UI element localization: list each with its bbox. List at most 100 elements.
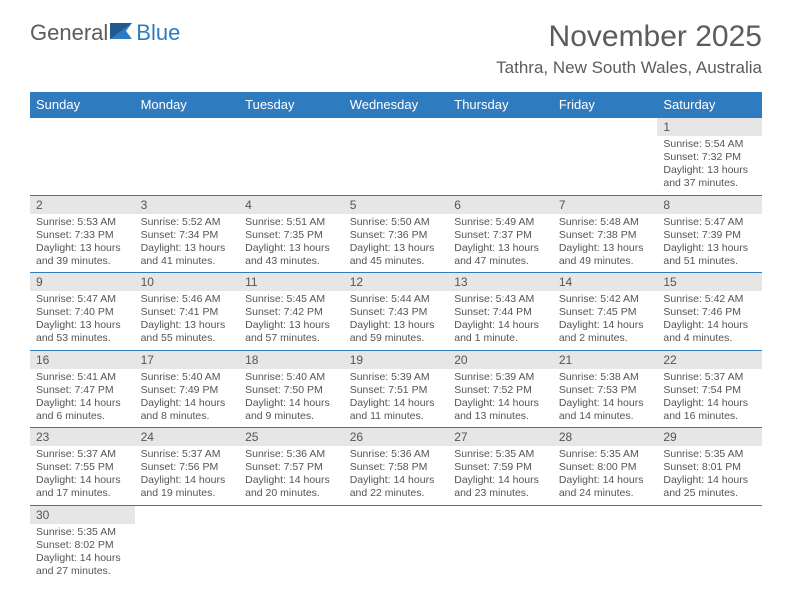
calendar-cell: 15Sunrise: 5:42 AMSunset: 7:46 PMDayligh… [657,273,762,351]
calendar-row: 2Sunrise: 5:53 AMSunset: 7:33 PMDaylight… [30,195,762,273]
calendar-cell: 10Sunrise: 5:46 AMSunset: 7:41 PMDayligh… [135,273,240,351]
day-details: Sunrise: 5:35 AMSunset: 8:01 PMDaylight:… [657,446,762,505]
day-number: 21 [553,351,658,369]
day-details: Sunrise: 5:53 AMSunset: 7:33 PMDaylight:… [30,214,135,273]
day-number: 24 [135,428,240,446]
day-details: Sunrise: 5:45 AMSunset: 7:42 PMDaylight:… [239,291,344,350]
day-header: Sunday [30,92,135,118]
day-details: Sunrise: 5:48 AMSunset: 7:38 PMDaylight:… [553,214,658,273]
calendar-cell [30,118,135,196]
calendar-cell: 7Sunrise: 5:48 AMSunset: 7:38 PMDaylight… [553,195,658,273]
day-number: 15 [657,273,762,291]
day-details: Sunrise: 5:35 AMSunset: 7:59 PMDaylight:… [448,446,553,505]
calendar-row: 30Sunrise: 5:35 AMSunset: 8:02 PMDayligh… [30,505,762,582]
logo-text-general: General [30,20,108,46]
calendar-cell [657,505,762,582]
calendar-cell: 14Sunrise: 5:42 AMSunset: 7:45 PMDayligh… [553,273,658,351]
day-number: 20 [448,351,553,369]
calendar-cell: 5Sunrise: 5:50 AMSunset: 7:36 PMDaylight… [344,195,449,273]
calendar-cell: 27Sunrise: 5:35 AMSunset: 7:59 PMDayligh… [448,428,553,506]
day-details: Sunrise: 5:37 AMSunset: 7:55 PMDaylight:… [30,446,135,505]
day-number: 16 [30,351,135,369]
calendar-cell: 2Sunrise: 5:53 AMSunset: 7:33 PMDaylight… [30,195,135,273]
calendar-cell: 1Sunrise: 5:54 AMSunset: 7:32 PMDaylight… [657,118,762,196]
day-number: 7 [553,196,658,214]
day-details: Sunrise: 5:42 AMSunset: 7:45 PMDaylight:… [553,291,658,350]
calendar-cell: 13Sunrise: 5:43 AMSunset: 7:44 PMDayligh… [448,273,553,351]
calendar-row: 16Sunrise: 5:41 AMSunset: 7:47 PMDayligh… [30,350,762,428]
day-number: 19 [344,351,449,369]
day-number: 4 [239,196,344,214]
day-number: 29 [657,428,762,446]
day-number: 12 [344,273,449,291]
day-number: 8 [657,196,762,214]
month-title: November 2025 [496,20,762,54]
calendar-row: 23Sunrise: 5:37 AMSunset: 7:55 PMDayligh… [30,428,762,506]
calendar-cell [239,118,344,196]
day-header: Monday [135,92,240,118]
day-details: Sunrise: 5:42 AMSunset: 7:46 PMDaylight:… [657,291,762,350]
calendar-cell: 30Sunrise: 5:35 AMSunset: 8:02 PMDayligh… [30,505,135,582]
flag-icon [108,21,134,46]
day-number: 9 [30,273,135,291]
calendar-cell: 6Sunrise: 5:49 AMSunset: 7:37 PMDaylight… [448,195,553,273]
calendar-cell: 9Sunrise: 5:47 AMSunset: 7:40 PMDaylight… [30,273,135,351]
calendar-cell [448,505,553,582]
calendar-table: SundayMondayTuesdayWednesdayThursdayFrid… [30,92,762,582]
calendar-cell: 12Sunrise: 5:44 AMSunset: 7:43 PMDayligh… [344,273,449,351]
day-details: Sunrise: 5:47 AMSunset: 7:39 PMDaylight:… [657,214,762,273]
day-number: 30 [30,506,135,524]
day-number: 22 [657,351,762,369]
day-number: 26 [344,428,449,446]
location: Tathra, New South Wales, Australia [496,58,762,78]
day-details: Sunrise: 5:39 AMSunset: 7:52 PMDaylight:… [448,369,553,428]
day-details: Sunrise: 5:49 AMSunset: 7:37 PMDaylight:… [448,214,553,273]
calendar-cell: 24Sunrise: 5:37 AMSunset: 7:56 PMDayligh… [135,428,240,506]
day-number: 10 [135,273,240,291]
calendar-cell [448,118,553,196]
calendar-cell: 25Sunrise: 5:36 AMSunset: 7:57 PMDayligh… [239,428,344,506]
calendar-cell: 29Sunrise: 5:35 AMSunset: 8:01 PMDayligh… [657,428,762,506]
title-block: November 2025 Tathra, New South Wales, A… [496,20,762,78]
day-details: Sunrise: 5:35 AMSunset: 8:00 PMDaylight:… [553,446,658,505]
day-number: 1 [657,118,762,136]
day-details: Sunrise: 5:35 AMSunset: 8:02 PMDaylight:… [30,524,135,583]
calendar-cell [239,505,344,582]
day-details: Sunrise: 5:47 AMSunset: 7:40 PMDaylight:… [30,291,135,350]
day-number: 17 [135,351,240,369]
day-details: Sunrise: 5:40 AMSunset: 7:49 PMDaylight:… [135,369,240,428]
day-header: Saturday [657,92,762,118]
calendar-cell: 8Sunrise: 5:47 AMSunset: 7:39 PMDaylight… [657,195,762,273]
day-details: Sunrise: 5:41 AMSunset: 7:47 PMDaylight:… [30,369,135,428]
calendar-cell: 22Sunrise: 5:37 AMSunset: 7:54 PMDayligh… [657,350,762,428]
calendar-cell: 19Sunrise: 5:39 AMSunset: 7:51 PMDayligh… [344,350,449,428]
day-details: Sunrise: 5:46 AMSunset: 7:41 PMDaylight:… [135,291,240,350]
day-details: Sunrise: 5:40 AMSunset: 7:50 PMDaylight:… [239,369,344,428]
day-header: Wednesday [344,92,449,118]
calendar-cell: 28Sunrise: 5:35 AMSunset: 8:00 PMDayligh… [553,428,658,506]
day-number: 3 [135,196,240,214]
calendar-cell: 3Sunrise: 5:52 AMSunset: 7:34 PMDaylight… [135,195,240,273]
calendar-cell: 4Sunrise: 5:51 AMSunset: 7:35 PMDaylight… [239,195,344,273]
day-number: 28 [553,428,658,446]
day-details: Sunrise: 5:44 AMSunset: 7:43 PMDaylight:… [344,291,449,350]
day-details: Sunrise: 5:39 AMSunset: 7:51 PMDaylight:… [344,369,449,428]
day-details: Sunrise: 5:52 AMSunset: 7:34 PMDaylight:… [135,214,240,273]
day-details: Sunrise: 5:37 AMSunset: 7:54 PMDaylight:… [657,369,762,428]
calendar-cell [135,118,240,196]
day-number: 5 [344,196,449,214]
calendar-cell [553,505,658,582]
day-number: 23 [30,428,135,446]
day-number: 27 [448,428,553,446]
calendar-cell: 20Sunrise: 5:39 AMSunset: 7:52 PMDayligh… [448,350,553,428]
day-details: Sunrise: 5:50 AMSunset: 7:36 PMDaylight:… [344,214,449,273]
day-details: Sunrise: 5:54 AMSunset: 7:32 PMDaylight:… [657,136,762,195]
day-details: Sunrise: 5:36 AMSunset: 7:58 PMDaylight:… [344,446,449,505]
day-header: Thursday [448,92,553,118]
calendar-cell: 26Sunrise: 5:36 AMSunset: 7:58 PMDayligh… [344,428,449,506]
day-number: 13 [448,273,553,291]
day-details: Sunrise: 5:51 AMSunset: 7:35 PMDaylight:… [239,214,344,273]
logo: General Blue [30,20,180,46]
header: General Blue November 2025 Tathra, New S… [0,0,792,86]
calendar-header-row: SundayMondayTuesdayWednesdayThursdayFrid… [30,92,762,118]
